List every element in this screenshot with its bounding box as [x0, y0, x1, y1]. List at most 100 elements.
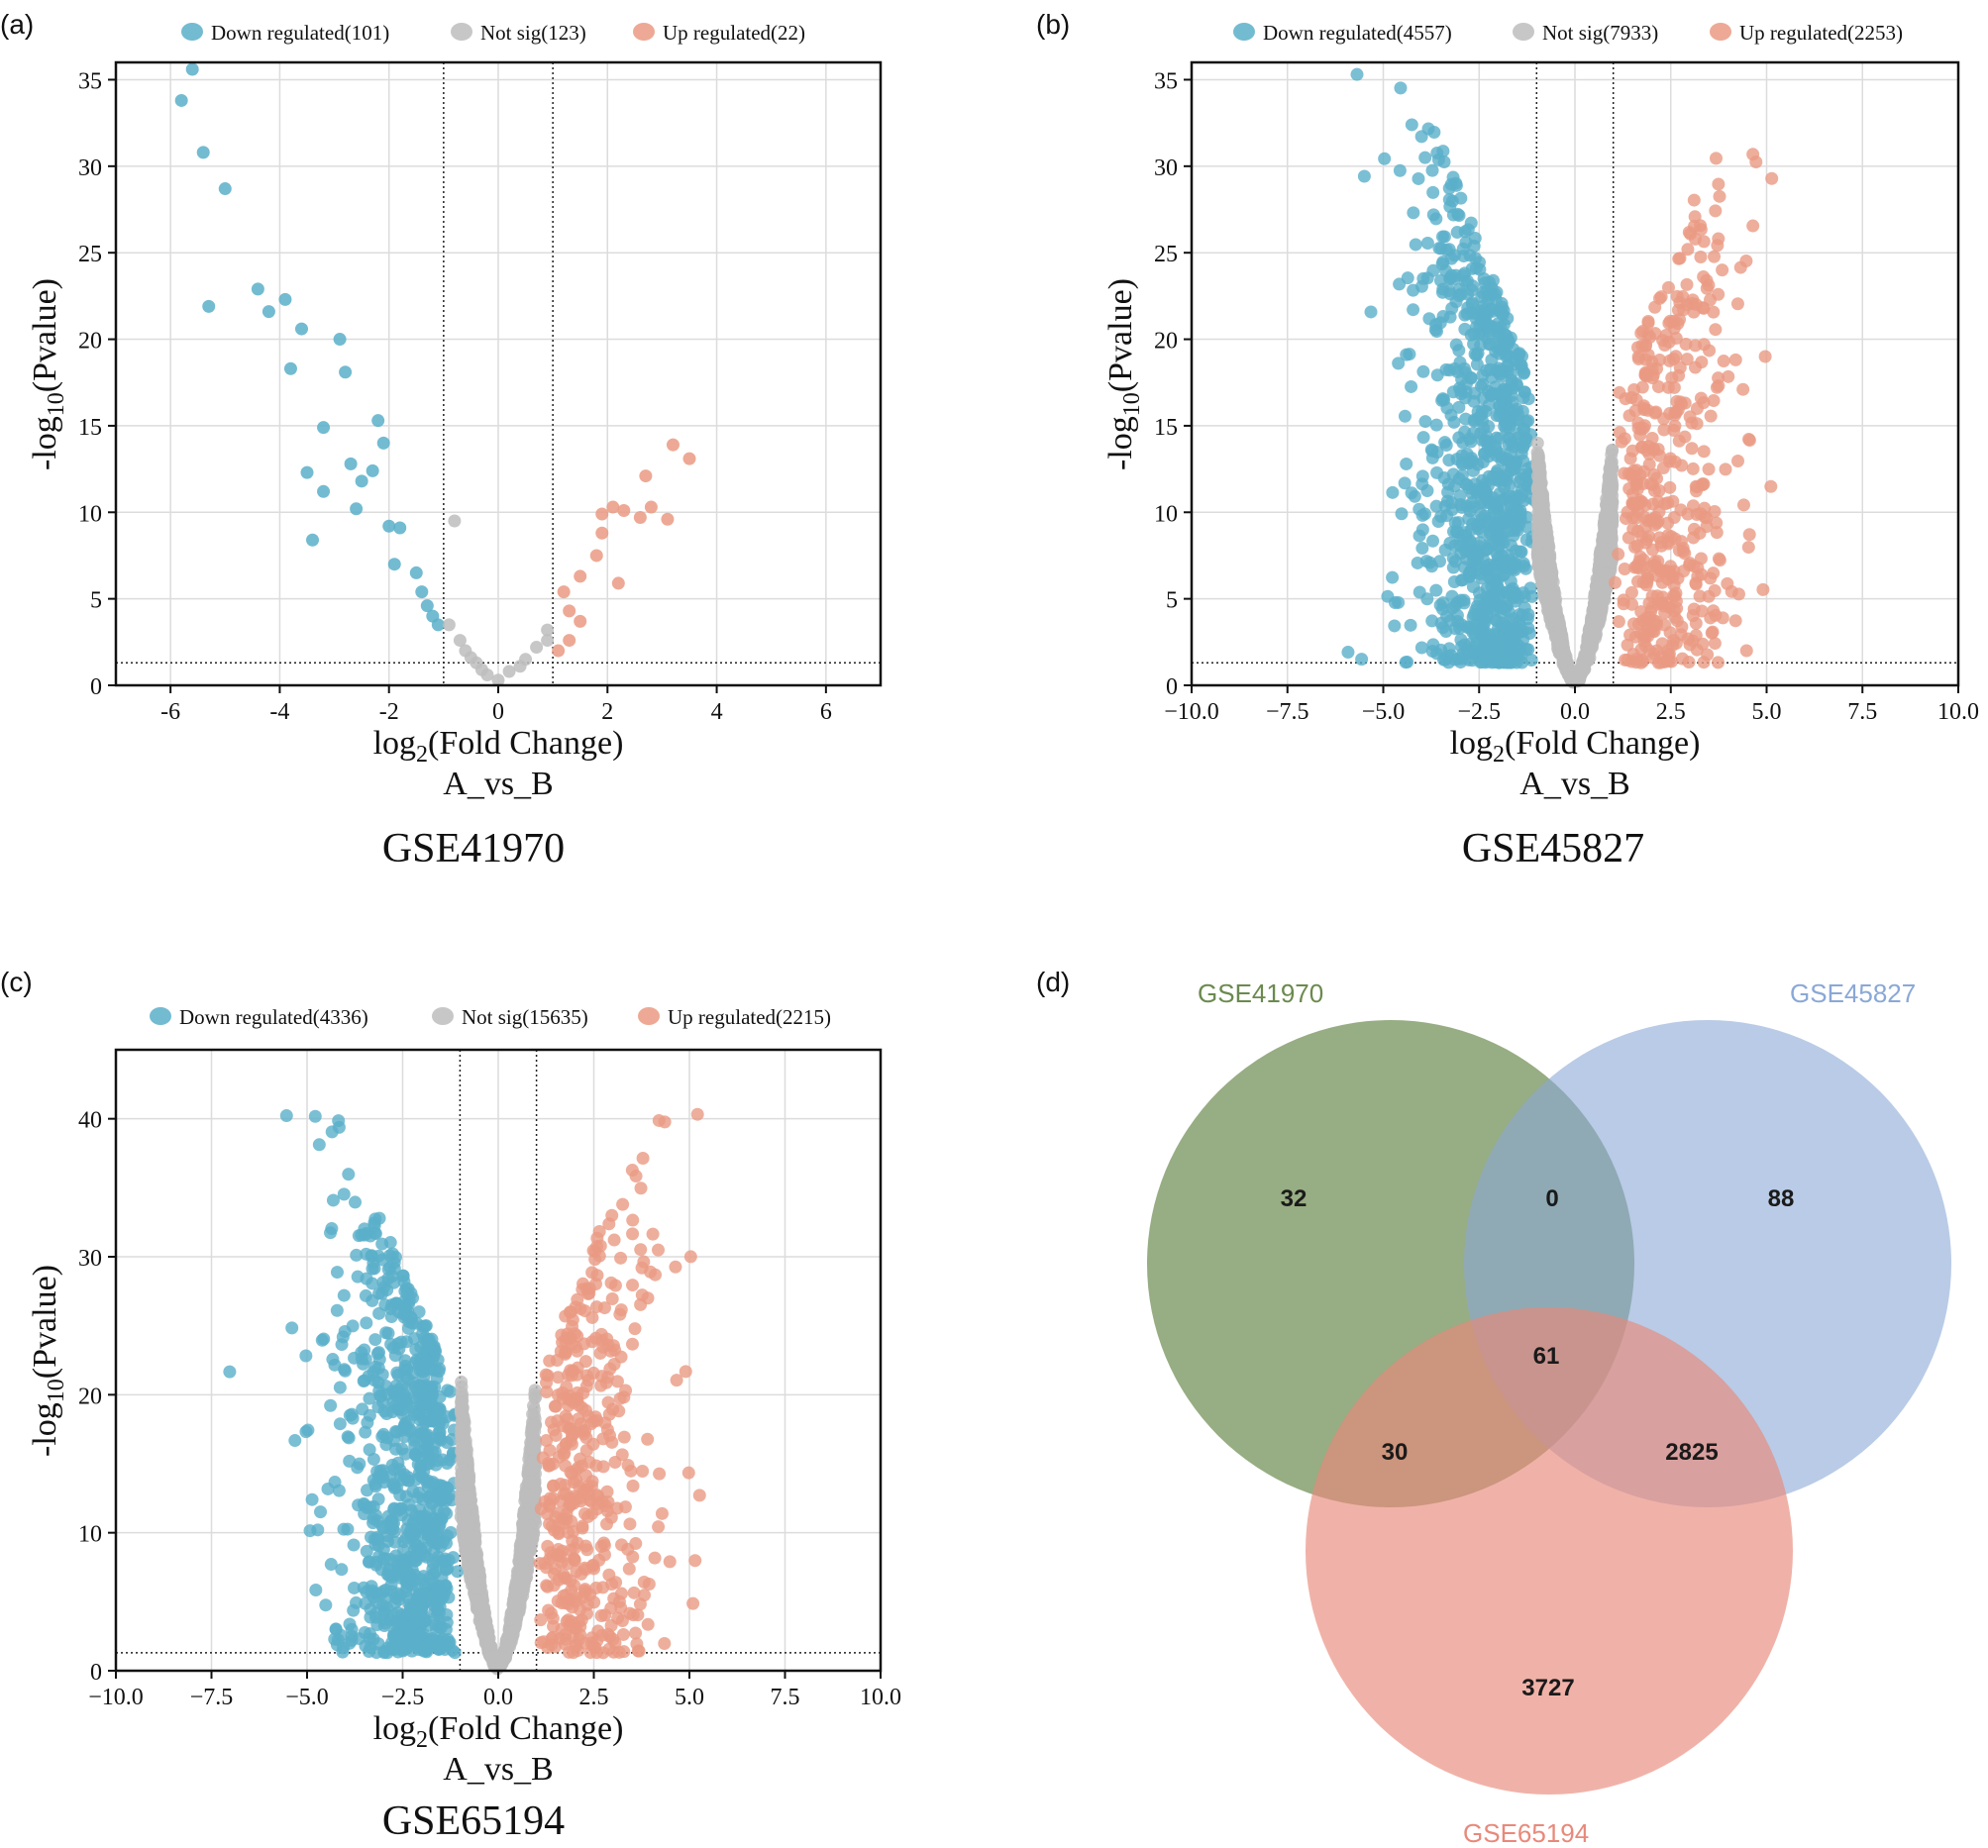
data-point	[1355, 653, 1369, 667]
data-point	[1407, 283, 1420, 297]
data-point	[366, 1452, 380, 1466]
data-point	[1624, 391, 1638, 405]
panel-label: (c)	[0, 967, 33, 997]
data-point	[442, 618, 456, 632]
data-point	[348, 1351, 362, 1365]
data-point	[1439, 438, 1453, 452]
data-point	[1668, 455, 1682, 468]
data-point	[1398, 409, 1412, 423]
data-point	[1454, 387, 1468, 401]
data-point	[1426, 534, 1440, 548]
data-point	[1682, 656, 1696, 669]
data-point	[283, 361, 297, 375]
y-tick-label: 10	[1154, 501, 1178, 527]
data-point	[644, 500, 658, 514]
data-point	[1455, 372, 1469, 386]
x-axis-ticks: -6 -4 -2 0 2 4 6	[160, 685, 832, 725]
data-point	[1647, 483, 1661, 497]
data-point	[1450, 226, 1464, 240]
data-point	[1429, 212, 1443, 226]
data-point	[1641, 316, 1655, 330]
data-point	[1655, 637, 1669, 651]
data-point	[1491, 579, 1505, 593]
data-point	[1661, 529, 1675, 543]
legend: Down regulated(4557) Not sig(7933) Up re…	[1233, 21, 1903, 45]
y-axis-label: -log10(Pvalue)	[1102, 278, 1145, 470]
data-point	[1438, 543, 1452, 557]
data-point	[409, 1538, 423, 1552]
data-point	[1496, 473, 1510, 487]
data-point	[1483, 362, 1497, 376]
data-point	[1615, 435, 1628, 449]
data-point	[360, 1316, 373, 1330]
data-point	[1601, 485, 1615, 499]
data-point	[1531, 462, 1545, 475]
data-point	[1505, 445, 1518, 459]
data-point	[595, 526, 609, 540]
data-point	[413, 1383, 427, 1396]
volcano-plot-b: (b) Down regulated(4557) Not sig(7933) U…	[1036, 9, 1979, 872]
data-point	[1623, 628, 1637, 642]
data-point	[431, 1590, 445, 1603]
chart-title: GSE41970	[382, 826, 565, 872]
x-tick-label: -2	[379, 699, 399, 725]
data-point	[1430, 465, 1444, 479]
data-point	[1442, 193, 1456, 207]
data-point	[413, 1503, 427, 1517]
data-point	[1398, 476, 1412, 490]
data-point	[1716, 263, 1729, 277]
data-point	[1407, 206, 1420, 220]
data-point	[1598, 566, 1612, 580]
data-point	[1667, 510, 1681, 524]
data-point	[1631, 505, 1645, 519]
data-point	[377, 1281, 391, 1294]
data-point	[1508, 563, 1521, 576]
data-point	[1420, 236, 1434, 250]
grid	[115, 1050, 882, 1672]
data-point	[1411, 556, 1424, 569]
data-point	[1600, 504, 1614, 518]
data-point	[432, 1489, 446, 1503]
data-point	[1493, 409, 1507, 423]
data-point	[1661, 280, 1675, 294]
x-tick-label: 7.5	[1847, 699, 1877, 725]
data-point	[1685, 442, 1699, 456]
data-point	[1728, 353, 1742, 366]
data-point	[1451, 516, 1465, 530]
data-point	[1508, 414, 1521, 428]
data-point	[1617, 593, 1630, 607]
data-point	[1704, 409, 1718, 423]
data-point	[1578, 663, 1592, 676]
legend-label-down: Down regulated(101)	[211, 21, 389, 45]
data-points	[174, 62, 696, 687]
data-point	[361, 1416, 374, 1430]
data-point	[1460, 274, 1474, 288]
data-point	[426, 1632, 440, 1646]
data-point	[1634, 605, 1648, 619]
data-point	[355, 474, 368, 488]
data-point	[1467, 327, 1481, 341]
data-point	[1471, 308, 1485, 322]
data-point	[387, 1480, 401, 1493]
data-point	[421, 1355, 435, 1369]
data-point	[303, 1524, 317, 1538]
data-point	[1404, 618, 1417, 632]
x-tick-label: 5.0	[1752, 699, 1782, 725]
data-point	[1445, 589, 1459, 603]
data-point	[1673, 360, 1687, 374]
data-point	[358, 1625, 371, 1639]
data-point	[1622, 409, 1636, 423]
data-point	[1469, 252, 1483, 265]
data-point	[350, 502, 364, 516]
data-point	[1514, 358, 1527, 371]
data-point	[1613, 385, 1626, 399]
data-point	[1401, 655, 1414, 668]
grid	[1191, 62, 1959, 686]
data-point	[223, 1365, 237, 1379]
data-point	[364, 1610, 377, 1624]
data-point	[294, 322, 308, 336]
data-point	[1693, 526, 1707, 540]
data-point	[661, 512, 675, 526]
data-point	[279, 1109, 293, 1123]
data-point	[1447, 415, 1461, 429]
